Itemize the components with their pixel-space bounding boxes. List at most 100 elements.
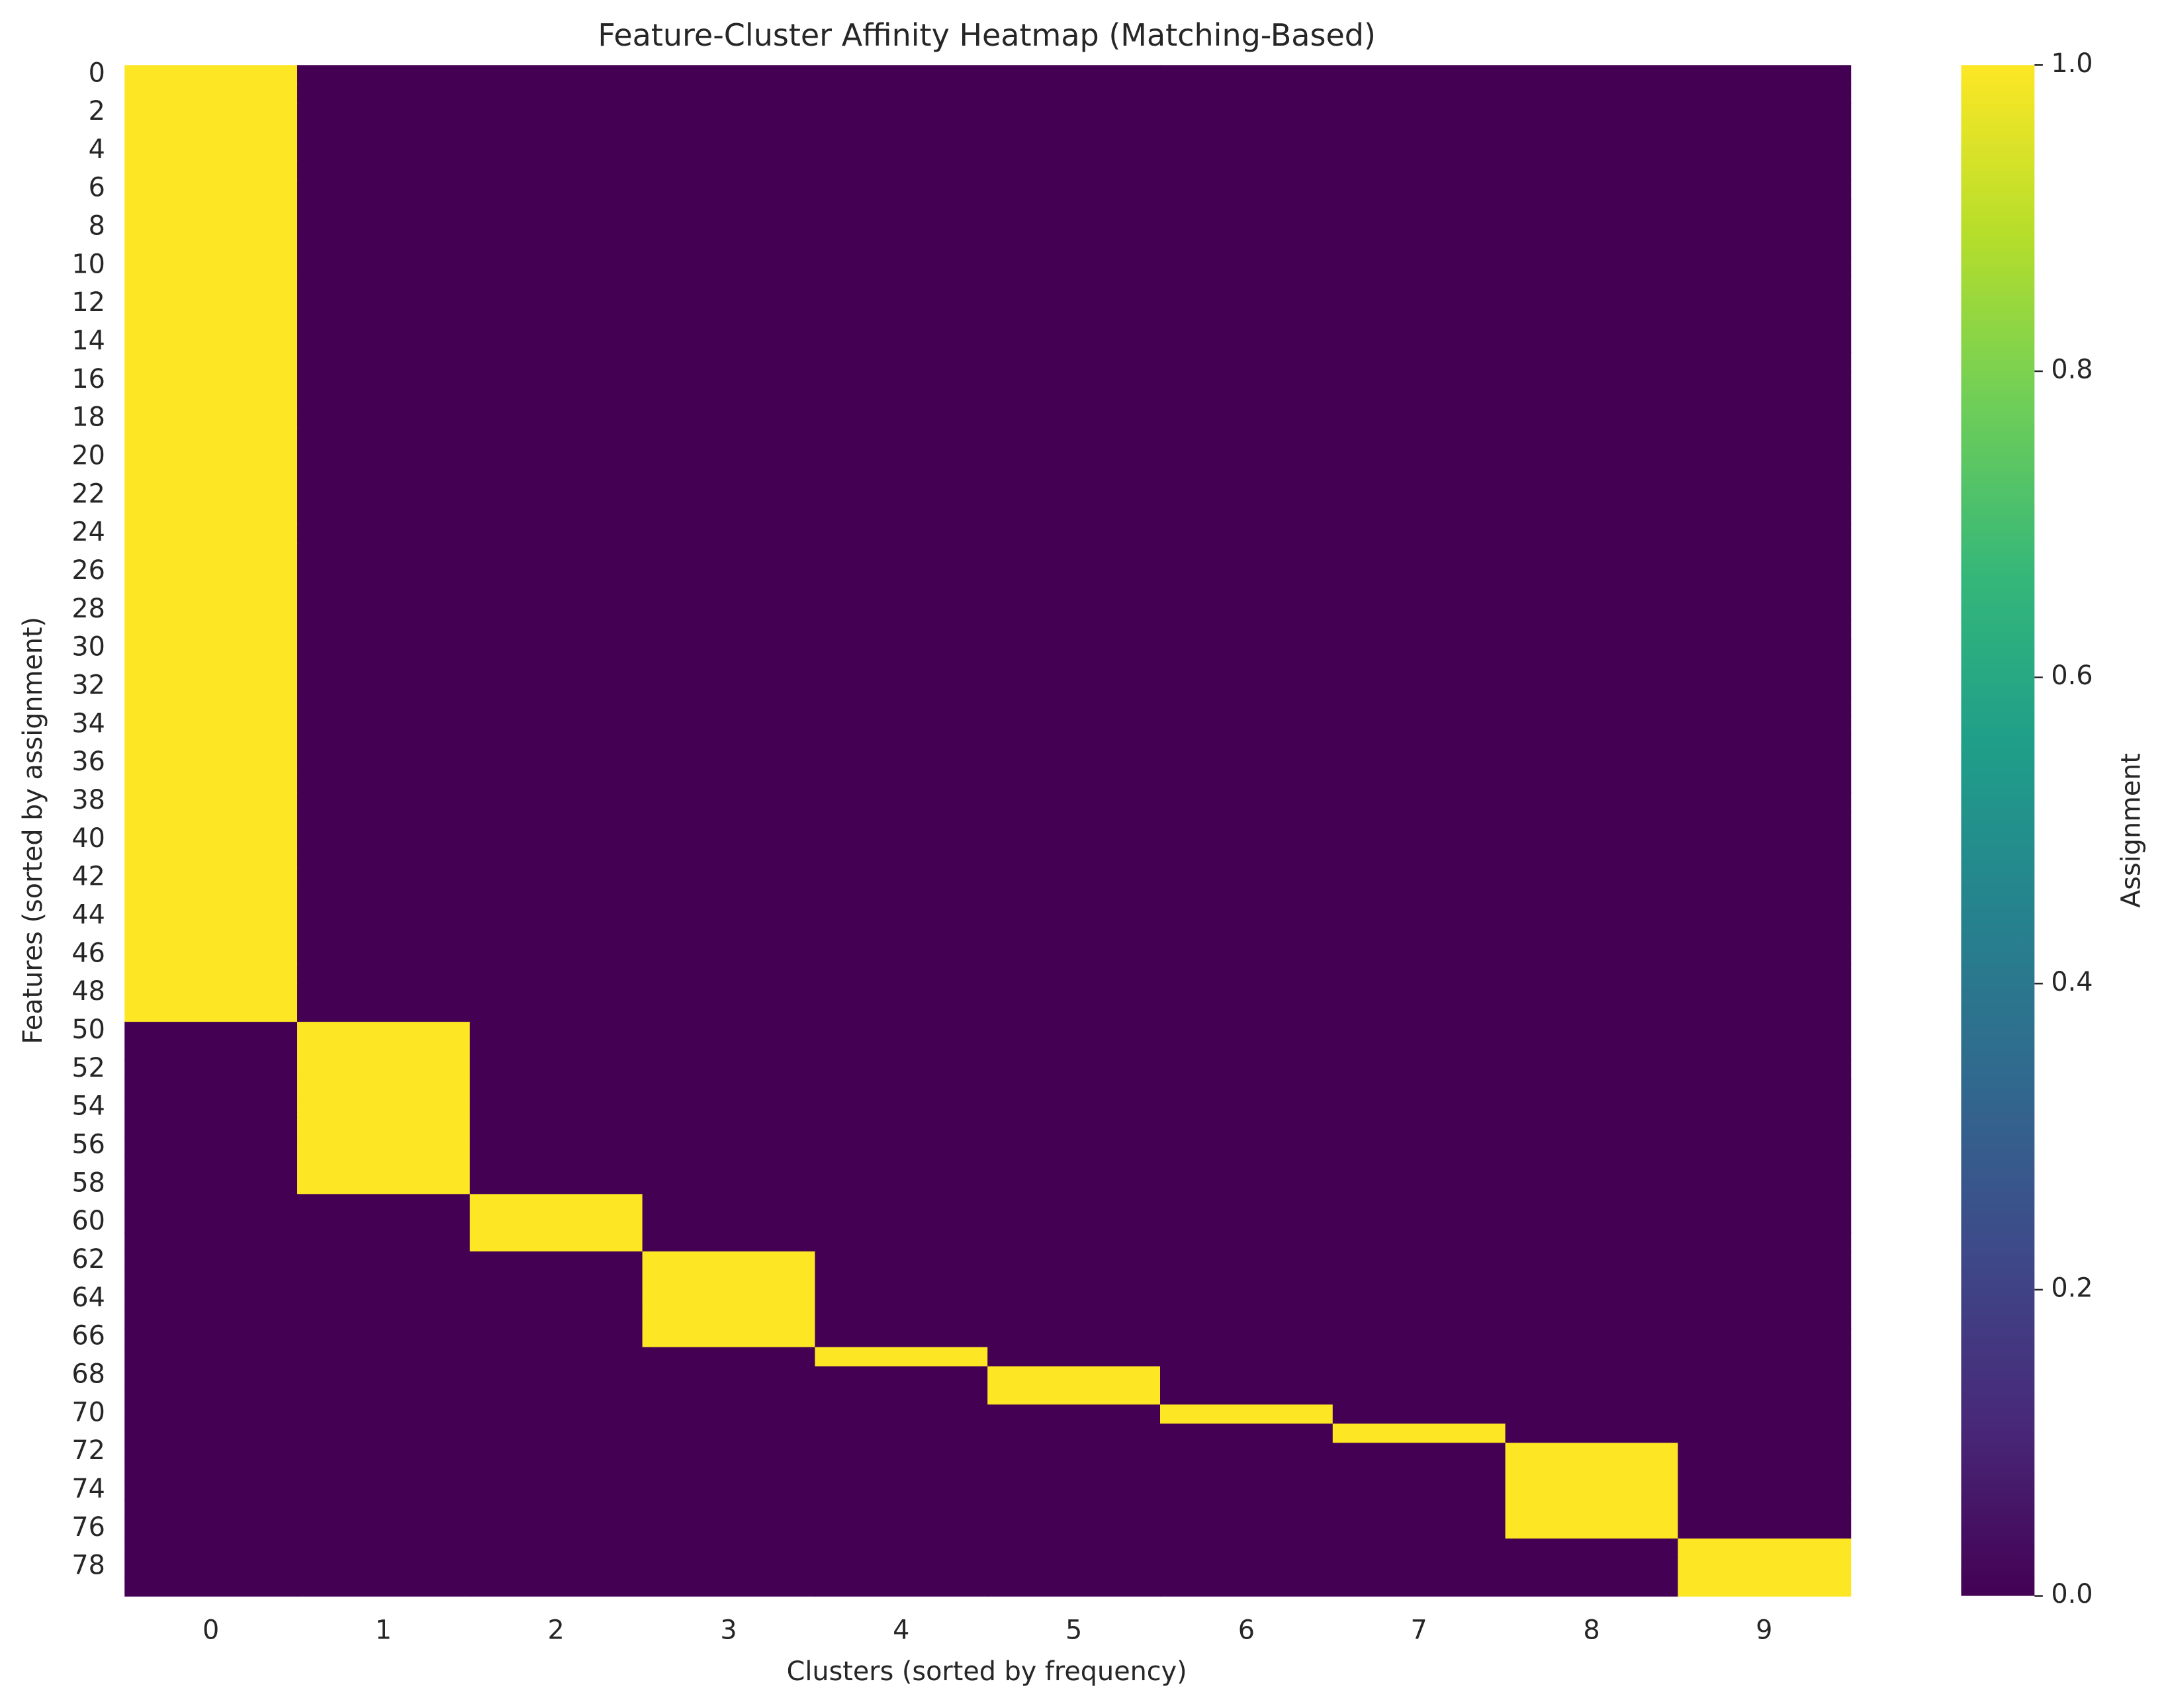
heatmap-cell [1505, 1079, 1679, 1099]
heatmap-cell [815, 1003, 989, 1023]
heatmap-cell [469, 122, 643, 143]
heatmap-cell [1505, 1423, 1679, 1444]
heatmap-cell [297, 333, 471, 353]
heatmap-cell [1678, 1271, 1852, 1290]
heatmap-cell [815, 524, 989, 545]
y-tick-label: 12 [71, 287, 105, 318]
heatmap-cell [815, 1232, 989, 1253]
heatmap-cell [1159, 1213, 1333, 1234]
heatmap-cell [987, 199, 1161, 219]
heatmap-cell [987, 754, 1161, 774]
heatmap-cell [1332, 199, 1506, 219]
heatmap-cell [1159, 887, 1333, 908]
heatmap-cell [1159, 1271, 1333, 1290]
y-tick-label: 2 [89, 96, 105, 126]
heatmap-cell [815, 1194, 989, 1214]
x-tick-label: 3 [720, 1615, 737, 1645]
heatmap-cell [1159, 141, 1333, 161]
heatmap-cell [1505, 505, 1679, 525]
heatmap-cell [815, 1404, 989, 1425]
heatmap-cell [1159, 524, 1333, 545]
heatmap-cell [124, 199, 298, 219]
colorbar-label: Assignment [2116, 753, 2146, 908]
heatmap-cell [469, 562, 643, 583]
y-tick-label: 48 [71, 976, 105, 1007]
heatmap-cell [469, 428, 643, 449]
heatmap-cell [297, 983, 471, 1004]
heatmap-cell [469, 964, 643, 985]
heatmap-cell [297, 619, 471, 640]
heatmap-cell [297, 122, 471, 143]
heatmap-cell [1678, 1079, 1852, 1099]
x-tick-label: 4 [893, 1615, 909, 1645]
heatmap-cell [469, 218, 643, 238]
heatmap-cell [1678, 199, 1852, 219]
heatmap-cell [987, 811, 1161, 831]
heatmap-cell [1159, 1022, 1333, 1042]
heatmap-cell [297, 1423, 471, 1444]
heatmap-cell [469, 582, 643, 602]
heatmap-cell [297, 945, 471, 966]
heatmap-cell [1505, 1098, 1679, 1118]
heatmap-cell [987, 1271, 1161, 1290]
heatmap-cell [1505, 1041, 1679, 1061]
heatmap-cell [1505, 275, 1679, 296]
heatmap-cell [815, 1500, 989, 1520]
heatmap-cell [1332, 1443, 1506, 1463]
heatmap-cell [297, 1385, 471, 1406]
heatmap-cell [987, 582, 1161, 602]
heatmap-cell [297, 371, 471, 391]
heatmap-cell [642, 696, 816, 717]
heatmap-cell [124, 887, 298, 908]
heatmap-cell [1332, 1271, 1506, 1290]
heatmap-cell [1332, 677, 1506, 697]
heatmap-cell [1678, 639, 1852, 659]
heatmap-cell [815, 371, 989, 391]
heatmap-cell [815, 467, 989, 487]
heatmap-cell [469, 1385, 643, 1406]
heatmap-cell [1505, 467, 1679, 487]
heatmap-cell [642, 1232, 816, 1253]
heatmap-cell [1505, 1462, 1679, 1482]
heatmap-cell [297, 543, 471, 564]
heatmap-cell [297, 1003, 471, 1023]
heatmap-cell [1332, 1232, 1506, 1253]
heatmap-cell [1505, 1175, 1679, 1195]
heatmap-cell [1332, 1576, 1506, 1597]
heatmap-cell [642, 467, 816, 487]
heatmap-cell [297, 314, 471, 334]
heatmap-cell [1678, 907, 1852, 927]
heatmap-cell [469, 868, 643, 889]
heatmap-cell [815, 907, 989, 927]
heatmap-cell [642, 390, 816, 410]
heatmap-cell [297, 1538, 471, 1558]
heatmap-cell [1678, 964, 1852, 985]
y-tick-label: 32 [71, 670, 105, 701]
heatmap-cell [1678, 467, 1852, 487]
heatmap-cell [297, 237, 471, 257]
heatmap-cell [987, 294, 1161, 315]
heatmap-cell [1505, 619, 1679, 640]
heatmap-cell [469, 1175, 643, 1195]
heatmap-cell [1332, 945, 1506, 966]
heatmap-cell [297, 1327, 471, 1348]
heatmap-cell [1678, 1117, 1852, 1138]
heatmap-cell [1159, 122, 1333, 143]
y-tick-label: 70 [71, 1397, 105, 1427]
heatmap-cell [987, 486, 1161, 506]
heatmap-cell [987, 907, 1161, 927]
heatmap-cell [987, 1423, 1161, 1444]
heatmap-cell [1678, 619, 1852, 640]
heatmap-cell [124, 314, 298, 334]
heatmap-cell [1332, 1500, 1506, 1520]
heatmap-cell [1159, 179, 1333, 200]
heatmap-cell [1332, 524, 1506, 545]
heatmap-cell [297, 84, 471, 105]
heatmap-cell [469, 907, 643, 927]
heatmap-cell [297, 926, 471, 946]
heatmap-cell [469, 926, 643, 946]
heatmap-cell [987, 1481, 1161, 1502]
heatmap-cell [1332, 1308, 1506, 1329]
heatmap-cell [987, 849, 1161, 870]
heatmap-cell [469, 390, 643, 410]
